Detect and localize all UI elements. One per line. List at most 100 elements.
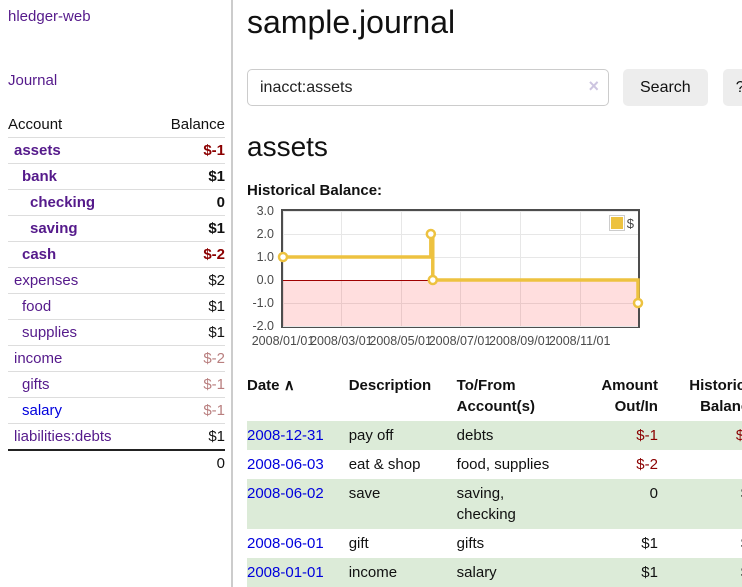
register-amount: $-1 (636, 427, 658, 444)
x-axis-tick-label: 2008/01/01 (251, 334, 315, 348)
account-balance: $-2 (116, 345, 225, 372)
register-amount: $-2 (636, 456, 658, 473)
account-name-cell: supplies (8, 319, 117, 346)
account-link[interactable]: saving (30, 220, 78, 237)
account-link[interactable]: checking (30, 194, 96, 211)
register-amount: $1 (641, 535, 658, 552)
x-axis-tick-label: 2008/05/01 (369, 334, 432, 348)
account-name-cell: cash (8, 241, 117, 268)
v-gridline (400, 211, 402, 326)
account-name-cell: salary (8, 397, 117, 424)
x-axis-tick-label: 2008/09/01 (489, 334, 552, 348)
account-row: saving $1 (8, 215, 225, 242)
account-balance: $2 (116, 267, 225, 294)
chart-plot-area[interactable]: $ (277, 209, 644, 328)
negative-region (283, 280, 638, 326)
account-row: assets $-1 (8, 137, 225, 164)
register-balance: $-1 (735, 427, 742, 444)
y-axis-tick-label: -2.0 (252, 319, 274, 333)
account-title: assets (247, 131, 328, 162)
register-description: income (348, 564, 398, 581)
account-name-cell: liabilities:debts (8, 423, 117, 450)
register-date-cell: 2008-06-01 (247, 529, 349, 558)
transaction-date-link[interactable]: 2008-06-01 (247, 535, 324, 552)
transaction-date-link[interactable]: 2008-06-02 (247, 485, 324, 502)
sidebar-item-journal[interactable]: Journal (8, 72, 58, 89)
account-row: cash $-2 (8, 241, 225, 268)
search-form: × Search ? (247, 69, 742, 106)
search-button[interactable]: Search (623, 69, 708, 106)
account-balance: $1 (116, 215, 225, 242)
account-link[interactable]: cash (22, 246, 57, 263)
transaction-date-link[interactable]: 2008-12-31 (247, 427, 324, 444)
account-link[interactable]: supplies (22, 324, 78, 341)
register-header-date[interactable]: Date ∧ (247, 371, 349, 421)
register-header-amount: Amount Out/In (601, 377, 658, 415)
accounts-total-spacer (8, 449, 117, 476)
account-link[interactable]: gifts (22, 376, 50, 393)
account-balance: $1 (116, 293, 225, 320)
account-row: supplies $1 (8, 319, 225, 346)
register-balance: 0 (658, 450, 742, 479)
legend-series-label: $ (626, 215, 634, 231)
x-axis-tick-label: 2008/07/01 (428, 334, 492, 348)
chart-line (277, 228, 644, 309)
h-gridline (283, 326, 638, 327)
accounts-table: Account Balance assets $-1 bank $1 checking 0… (8, 112, 225, 476)
account-link[interactable]: liabilities:debts (14, 428, 112, 445)
sidebar: hledger-web Journal Account Balance asse… (0, 0, 233, 587)
register-accounts: food, supplies (456, 456, 550, 473)
register-accounts: saving, checking (456, 485, 516, 523)
account-name-cell: gifts (8, 371, 117, 398)
account-balance: $-1 (116, 371, 225, 398)
accounts-header-balance: Balance (170, 116, 225, 133)
account-link[interactable]: income (14, 350, 63, 367)
y-axis-tick-label: -1.0 (252, 296, 274, 310)
accounts-header-account: Account (8, 116, 63, 133)
y-axis-tick-label: 1.0 (256, 250, 274, 264)
legend-swatch-box (608, 215, 625, 231)
search-input[interactable] (247, 69, 609, 106)
account-row: food $1 (8, 293, 225, 320)
account-balance: $1 (116, 163, 225, 190)
x-axis-tick-label: 2008/11/01 (548, 334, 611, 348)
help-button[interactable]: ? (722, 69, 742, 106)
clear-search-icon[interactable]: × (588, 76, 599, 96)
search-box: × (247, 69, 609, 106)
register-description: eat & shop (348, 456, 421, 473)
account-row: salary $-1 (8, 397, 225, 424)
register-date-cell: 2008-12-31 (247, 421, 349, 450)
account-link[interactable]: salary (22, 402, 63, 419)
main-content: sample.journal × Search ? assets Histori… (233, 0, 742, 587)
register-accounts: salary (456, 564, 497, 581)
v-gridline (579, 211, 581, 326)
account-balance: $-2 (116, 241, 225, 268)
v-gridline (520, 211, 522, 326)
data-point-marker[interactable] (277, 251, 289, 263)
account-balance: $1 (116, 319, 225, 346)
accounts-header-row: Account Balance (8, 112, 225, 138)
transaction-date-link[interactable]: 2008-06-03 (247, 456, 324, 473)
data-point-marker[interactable] (425, 228, 437, 240)
register-header-balance: Historical Balance (689, 377, 742, 415)
brand-link[interactable]: hledger-web (8, 8, 91, 25)
account-link[interactable]: expenses (14, 272, 79, 289)
register-row: 2008-12-31 pay off debts $-1 $-1 (247, 421, 742, 450)
register-balance: $1 (658, 558, 742, 587)
account-balance: 0 (116, 189, 225, 216)
data-point-marker[interactable] (632, 297, 644, 309)
account-link[interactable]: assets (14, 142, 61, 159)
account-link[interactable]: food (22, 298, 52, 315)
register-amount: $1 (641, 564, 658, 581)
account-balance: $-1 (116, 397, 225, 424)
transaction-date-link[interactable]: 2008-01-01 (247, 564, 324, 581)
register-balance: $2 (658, 529, 742, 558)
date-header-label: Date (247, 377, 280, 394)
chart-heading: Historical Balance: (247, 182, 383, 199)
account-balance: $1 (116, 423, 225, 450)
chart-legend: $ (608, 215, 634, 231)
account-link[interactable]: bank (22, 168, 58, 185)
data-point-marker[interactable] (427, 274, 439, 286)
register-amount: 0 (649, 485, 658, 502)
x-axis-tick-label: 2008/03/01 (310, 334, 373, 348)
